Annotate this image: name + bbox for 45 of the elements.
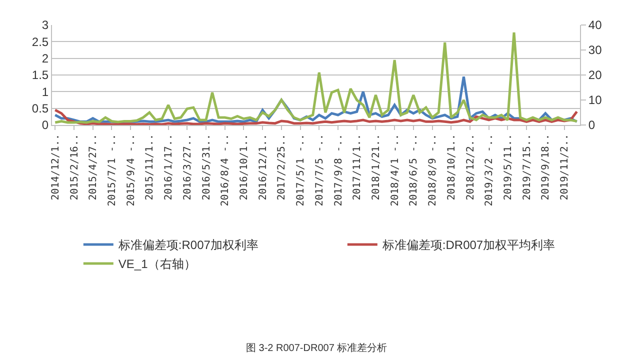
x-tick-label: 2017/2/25.. — [276, 134, 288, 200]
x-tick-label: 2015/4/27.. — [88, 134, 100, 200]
x-tick-label: 2018/6/5 -.. — [408, 134, 420, 206]
x-tick-label: 2018/8/9 -.. — [428, 134, 439, 206]
y-tick-label: 0.5 — [32, 102, 49, 116]
x-tick-label: 2015/11/1.. — [144, 134, 156, 200]
y-tick-label: 3 — [42, 18, 49, 32]
x-tick-label: 2018/12/2.. — [465, 134, 476, 200]
caption: 图 3-2 R007-DR007 标准差分析 — [246, 342, 388, 354]
y-tick-label: 1.5 — [32, 68, 49, 82]
x-tick-label: 2019/11/2.. — [560, 134, 571, 200]
x-tick-label: 2019/5/11.. — [502, 134, 514, 200]
legend-label: 标准偏差项:R007加权利率 — [117, 238, 258, 252]
x-tick-label: 2015/7/1 -.. — [106, 134, 118, 206]
y2-tick-label: 40 — [588, 18, 602, 32]
x-tick-label: 2018/1/21.. — [370, 134, 382, 200]
x-tick-label: 2016/1/17.. — [164, 134, 175, 200]
y2-tick-label: 10 — [588, 93, 602, 108]
x-tick-label: 2015/2/16.. — [69, 134, 80, 200]
x-tick-label: 2018/4/1 -.. — [390, 134, 401, 206]
y2-tick-label: 0 — [588, 118, 596, 132]
x-tick-label: 2016/8/4 -.. — [220, 134, 232, 206]
x-tick-label: 2017/9/8 -.. — [333, 134, 344, 206]
y-tick-label: 2.5 — [32, 34, 49, 49]
x-tick-label: 2017/11/1.. — [352, 134, 364, 200]
line-series — [54, 108, 578, 125]
x-tick-label: 2016/10/1.. — [238, 134, 250, 200]
x-tick-label: 2016/12/1.. — [258, 134, 269, 200]
x-tick-label: 2019/7/15.. — [522, 134, 533, 200]
x-tick-label: 2016/5/31.. — [201, 134, 212, 200]
x-tick-label: 2014/12/1.. — [50, 134, 62, 200]
x-tick-label: 2017/5/1 -.. — [296, 134, 307, 206]
y2-tick-label: 30 — [588, 43, 602, 58]
x-tick-label: 2015/9/4 -.. — [126, 134, 137, 206]
legend-label: 标准偏差项:DR007加权平均利率 — [381, 238, 556, 252]
x-tick-label: 2016/3/27.. — [182, 134, 194, 200]
legend-label: VE_1（右轴） — [118, 257, 196, 272]
x-tick-label: 2017/7/5 -.. — [314, 134, 326, 206]
x-tick-label: 2018/10/1.. — [446, 134, 458, 200]
y-tick-label: 1 — [42, 84, 49, 99]
x-tick-label: 2019/9/18.. — [540, 134, 552, 200]
y-tick-label: 0 — [42, 118, 49, 132]
y2-tick-label: 20 — [588, 68, 602, 82]
x-tick-label: 2019/3/2 -.. — [484, 134, 496, 206]
y-tick-label: 2 — [42, 52, 49, 66]
